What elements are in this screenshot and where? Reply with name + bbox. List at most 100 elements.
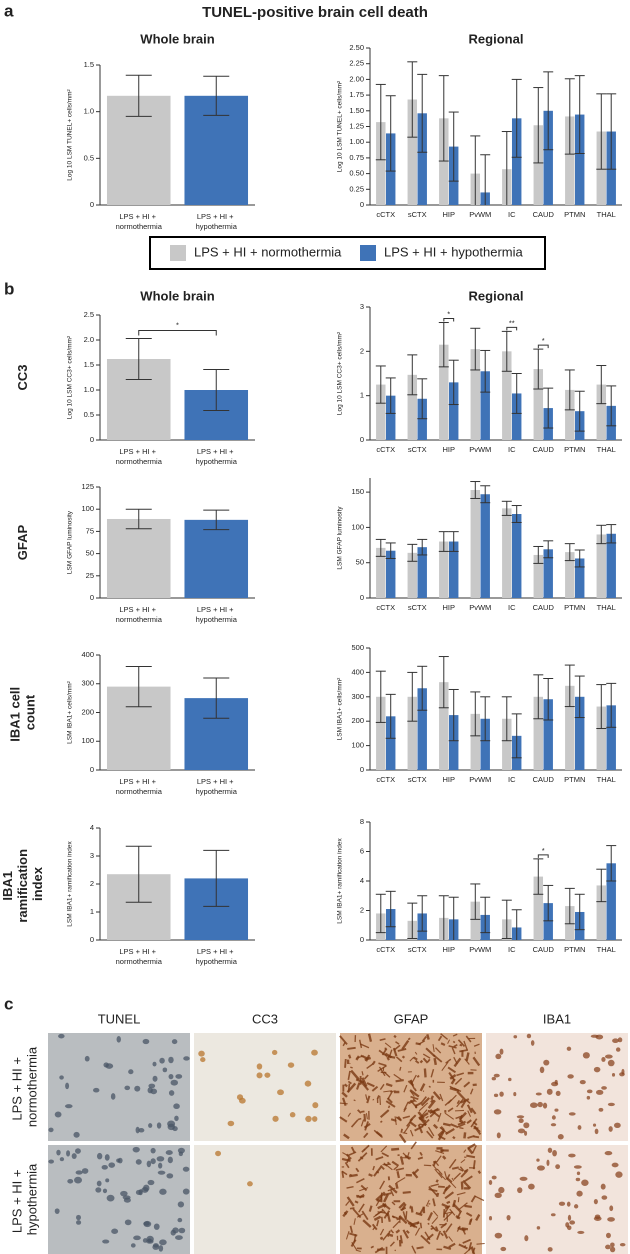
cell [105, 1178, 110, 1183]
x-tick-label: HIP [442, 603, 455, 612]
fiber [427, 1222, 430, 1225]
bar [448, 715, 459, 770]
fiber [372, 1165, 375, 1171]
cell [605, 1232, 611, 1239]
error-bar [511, 909, 522, 940]
cell [175, 1074, 183, 1079]
y-tick-label: 1.75 [349, 90, 364, 99]
fiber [399, 1066, 402, 1071]
fiber [445, 1223, 453, 1233]
fiber [401, 1039, 410, 1050]
row-label: GFAP [15, 524, 30, 560]
fiber [407, 1037, 411, 1041]
fiber [457, 1120, 466, 1126]
fiber [382, 1193, 389, 1203]
fiber [467, 1110, 472, 1117]
fiber [379, 1095, 382, 1105]
y-tick-label: 0.25 [349, 184, 364, 193]
x-tick-label: sCTX [408, 945, 427, 954]
bar [439, 118, 449, 205]
micrograph-background [48, 1145, 190, 1254]
cell [108, 1162, 116, 1168]
fiber [374, 1246, 384, 1254]
bar [574, 558, 585, 598]
x-tick-label: CAUD [533, 210, 555, 219]
bar [470, 901, 481, 940]
fiber [378, 1062, 387, 1067]
fiber [472, 1056, 481, 1067]
fiber [413, 1056, 418, 1061]
cell [551, 1081, 559, 1087]
fiber [412, 1168, 420, 1175]
fiber [459, 1043, 463, 1047]
fiber [428, 1085, 431, 1088]
fiber [471, 1145, 477, 1154]
fiber [350, 1146, 356, 1154]
cell [311, 1049, 318, 1056]
fiber [385, 1100, 396, 1108]
fiber [470, 1107, 477, 1115]
fiber [426, 1034, 430, 1040]
y-tick-label: 200 [81, 707, 94, 716]
fiber [456, 1098, 464, 1108]
bar [543, 903, 553, 940]
fiber [383, 1071, 391, 1078]
y-tick-label: 25 [86, 571, 94, 580]
cell [577, 1230, 585, 1234]
cell [568, 1153, 576, 1158]
fiber [392, 1220, 400, 1229]
y-tick-label: 0.5 [84, 153, 94, 162]
cell [546, 1088, 553, 1095]
significance-bracket [537, 854, 549, 858]
x-tick-label: LPS + HI + normothermia [116, 947, 163, 966]
fiber [365, 1094, 368, 1101]
error-bar [385, 890, 396, 928]
cell [605, 1054, 613, 1059]
fiber [463, 1149, 467, 1153]
cell [124, 1085, 131, 1091]
error-bar [470, 481, 481, 499]
fiber [381, 1152, 390, 1158]
fiber [341, 1091, 348, 1098]
fiber [416, 1221, 420, 1225]
bar [533, 369, 544, 440]
cell [168, 1056, 174, 1064]
cell [536, 1158, 540, 1162]
fiber [345, 1200, 350, 1206]
fiber [415, 1060, 420, 1064]
fiber [350, 1069, 360, 1081]
cell [598, 1107, 604, 1112]
error-bar [574, 893, 585, 931]
cell [615, 1171, 623, 1178]
fiber [355, 1167, 360, 1173]
cell [491, 1076, 497, 1081]
error-bar [125, 338, 152, 380]
fiber [425, 1115, 429, 1119]
fiber [360, 1184, 368, 1192]
column-label: GFAP [394, 1011, 429, 1026]
x-tick-label: LPS + HI + hypothermia [196, 777, 238, 796]
cell [558, 1201, 566, 1206]
fiber [467, 1147, 474, 1155]
fiber [391, 1201, 396, 1206]
y-tick-label: 2.50 [349, 43, 364, 52]
fiber [433, 1057, 437, 1066]
cell [621, 1068, 625, 1075]
fiber [399, 1235, 403, 1244]
cell [93, 1087, 100, 1093]
error-bar [203, 509, 230, 531]
bar [480, 371, 490, 440]
fiber [339, 1035, 348, 1045]
error-bar [596, 524, 607, 545]
x-tick-label: PvWM [469, 445, 491, 454]
row-label: LPS + HI + normothermia [10, 1046, 40, 1127]
cell [71, 1153, 77, 1159]
cell [256, 1072, 263, 1079]
fiber [402, 1191, 411, 1194]
cell [593, 1216, 602, 1221]
error-bar [417, 895, 428, 932]
fiber [427, 1058, 431, 1063]
bar [439, 682, 449, 770]
x-tick-label: HIP [442, 210, 455, 219]
cell [493, 1109, 502, 1115]
